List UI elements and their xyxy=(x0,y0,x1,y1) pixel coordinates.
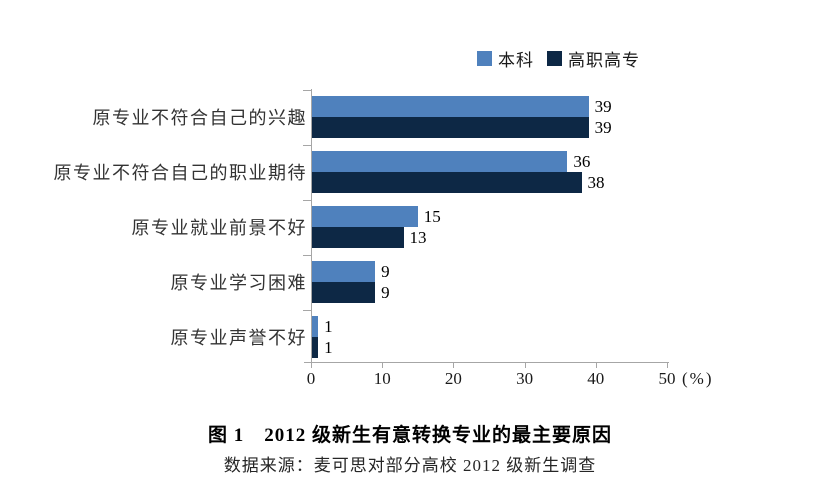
value-label: 1 xyxy=(324,338,333,357)
category-label: 原专业不符合自己的职业期待 xyxy=(53,163,307,183)
bar-benke xyxy=(311,316,319,337)
legend-swatch-benke-icon xyxy=(477,51,492,66)
data-source-note: 数据来源：麦可思对部分高校 2012 级新生调查 xyxy=(223,456,597,475)
bar-gaozhi xyxy=(311,282,376,303)
value-label: 9 xyxy=(381,283,390,302)
legend-item-gaozhi: 高职高专 xyxy=(547,46,640,71)
category-label: 原专业学习困难 xyxy=(170,273,307,293)
value-label: 39 xyxy=(594,118,612,137)
bar-benke xyxy=(311,96,589,117)
x-tick-label: 10 xyxy=(373,369,391,388)
bar-benke xyxy=(311,206,418,227)
x-axis-tick xyxy=(667,362,668,368)
value-label: 1 xyxy=(324,317,333,336)
legend-label-benke: 本科 xyxy=(498,51,534,70)
x-axis-unit-label: (%) xyxy=(682,369,714,388)
category-label: 原专业不符合自己的兴趣 xyxy=(92,108,307,128)
value-label: 13 xyxy=(409,228,427,247)
bar-gaozhi xyxy=(311,337,319,358)
value-label: 39 xyxy=(594,97,612,116)
legend-swatch-gaozhi-icon xyxy=(547,51,562,66)
chart-title: 图 1 2012 级新生有意转换专业的最主要原因 xyxy=(207,425,612,446)
x-axis-tick xyxy=(311,362,312,368)
value-label: 9 xyxy=(381,262,390,281)
category-tick xyxy=(303,90,311,91)
category-label: 原专业就业前景不好 xyxy=(131,218,307,238)
category-tick xyxy=(303,145,311,146)
x-axis-line xyxy=(304,362,669,363)
legend-item-benke: 本科 xyxy=(477,46,534,71)
category-tick xyxy=(303,255,311,256)
x-tick-label: 30 xyxy=(516,369,534,388)
category-tick xyxy=(303,200,311,201)
legend-label-gaozhi: 高职高专 xyxy=(568,51,640,70)
value-label: 15 xyxy=(423,207,441,226)
x-axis-tick xyxy=(453,362,455,368)
bar-gaozhi xyxy=(311,117,589,138)
category-tick xyxy=(303,310,311,311)
x-axis-tick xyxy=(595,362,597,368)
bar-benke xyxy=(311,261,376,282)
y-axis-line xyxy=(311,89,312,362)
category-label: 原专业声誉不好 xyxy=(170,328,307,348)
x-tick-label: 40 xyxy=(587,369,605,388)
legend: 本科 高职高专 xyxy=(477,46,640,71)
x-axis-tick xyxy=(382,362,384,368)
bar-benke xyxy=(311,151,568,172)
value-label: 36 xyxy=(573,152,591,171)
x-tick-label: 0 xyxy=(306,369,316,388)
x-axis-tick xyxy=(524,362,526,368)
bar-gaozhi xyxy=(311,172,582,193)
x-tick-label: 20 xyxy=(444,369,462,388)
x-tick-label: 50 xyxy=(658,369,676,388)
value-label: 38 xyxy=(587,173,605,192)
bar-gaozhi xyxy=(311,227,404,248)
